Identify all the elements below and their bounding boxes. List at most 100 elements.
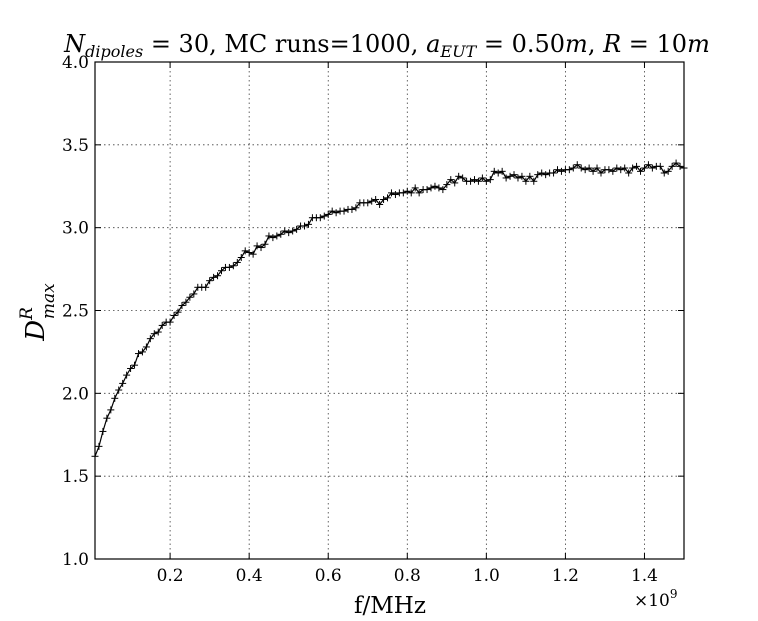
data-point-marker xyxy=(174,308,182,316)
data-point-marker xyxy=(225,263,233,271)
data-point-marker xyxy=(474,177,482,185)
data-point-marker xyxy=(202,283,210,291)
x-tick-label: 0.4 xyxy=(236,566,263,586)
title-a-value: = 0.50 xyxy=(476,30,565,58)
data-point-marker xyxy=(478,174,486,182)
data-point-marker xyxy=(340,207,348,215)
data-point-marker xyxy=(415,189,423,197)
data-point-marker xyxy=(372,196,380,204)
data-point-marker xyxy=(577,164,585,172)
data-point-marker xyxy=(233,258,241,266)
y-tick-labels: 1.0 1.5 2.0 2.5 3.0 3.5 4.0 xyxy=(62,53,89,570)
data-point-marker xyxy=(182,298,190,306)
grid xyxy=(95,62,684,559)
data-point-marker xyxy=(538,169,546,177)
x-multiplier-exponent: 9 xyxy=(670,587,678,601)
data-point-marker xyxy=(111,394,119,402)
data-point-marker xyxy=(142,343,150,351)
data-point-marker xyxy=(214,272,222,280)
y-tick-label: 4.0 xyxy=(62,53,89,73)
data-point-marker xyxy=(99,427,107,435)
y-tick-label: 2.0 xyxy=(62,384,89,404)
y-tick-label: 1.0 xyxy=(62,550,89,570)
data-point-marker xyxy=(324,210,332,218)
data-point-marker xyxy=(644,161,652,169)
data-point-marker xyxy=(447,176,455,184)
data-point-marker xyxy=(589,167,597,175)
data-point-marker xyxy=(127,364,135,372)
data-point-marker xyxy=(391,191,399,199)
data-series xyxy=(91,159,688,460)
data-point-marker xyxy=(134,350,142,358)
data-point-marker xyxy=(131,361,139,369)
data-point-marker xyxy=(249,250,257,258)
data-point-marker xyxy=(119,379,127,387)
data-point-marker xyxy=(557,167,565,175)
title-a-symbol: a xyxy=(426,30,440,58)
data-point-marker xyxy=(613,164,621,172)
data-point-marker xyxy=(368,197,376,205)
data-point-marker xyxy=(550,169,558,177)
data-point-marker xyxy=(138,348,146,356)
data-point-marker xyxy=(605,166,613,174)
x-tick-label: 1.2 xyxy=(552,566,579,586)
x-tick-label: 0.2 xyxy=(157,566,184,586)
data-point-marker xyxy=(510,171,518,179)
title-a-subscript: EUT xyxy=(439,42,477,61)
data-point-marker xyxy=(542,171,550,179)
data-point-marker xyxy=(237,253,245,261)
data-point-marker xyxy=(115,386,123,394)
data-point-marker xyxy=(316,214,324,222)
data-point-marker xyxy=(498,167,506,175)
data-point-marker xyxy=(107,406,115,414)
data-point-marker xyxy=(554,166,562,174)
series-line xyxy=(94,162,685,457)
data-point-marker xyxy=(637,167,645,175)
data-point-marker xyxy=(146,335,154,343)
data-point-marker xyxy=(265,232,273,240)
data-point-marker xyxy=(648,164,656,172)
title-n-value: = 30, MC runs=1000, xyxy=(143,30,426,58)
data-point-marker xyxy=(273,232,281,240)
data-point-marker xyxy=(411,184,419,192)
data-point-marker xyxy=(190,290,198,298)
data-point-marker xyxy=(178,302,186,310)
data-point-marker xyxy=(518,172,526,180)
data-point-marker xyxy=(435,184,443,192)
data-point-marker xyxy=(103,414,111,422)
y-tick-label: 2.5 xyxy=(62,302,89,322)
data-point-marker xyxy=(660,169,668,177)
data-point-marker xyxy=(170,311,178,319)
data-point-marker xyxy=(376,200,384,208)
data-point-marker xyxy=(217,267,225,275)
data-point-marker xyxy=(443,181,451,189)
data-point-marker xyxy=(364,199,372,207)
data-point-marker xyxy=(625,169,633,177)
data-point-marker xyxy=(241,247,249,255)
data-point-marker xyxy=(158,321,166,329)
data-point-marker xyxy=(668,162,676,170)
y-label-symbol: D xyxy=(21,320,51,342)
data-point-marker xyxy=(206,277,214,285)
data-point-marker xyxy=(526,172,534,180)
data-point-marker xyxy=(629,164,637,172)
data-point-marker xyxy=(186,293,194,301)
data-point-marker xyxy=(617,166,625,174)
data-point-marker xyxy=(470,176,478,184)
data-point-marker xyxy=(514,174,522,182)
tick-marks xyxy=(95,61,684,560)
data-point-marker xyxy=(403,187,411,195)
data-point-marker xyxy=(257,244,265,252)
data-point-marker xyxy=(530,177,538,185)
data-point-marker xyxy=(304,220,312,228)
data-point-marker xyxy=(522,177,530,185)
data-point-marker xyxy=(380,196,388,204)
data-point-marker xyxy=(269,234,277,242)
data-point-marker xyxy=(486,176,494,184)
x-tick-label: 0.8 xyxy=(394,566,421,586)
x-axis-label: f/MHz xyxy=(354,593,426,619)
data-point-marker xyxy=(597,169,605,177)
title-r-unit: m xyxy=(687,30,710,58)
x-tick-label: 1.0 xyxy=(473,566,500,586)
